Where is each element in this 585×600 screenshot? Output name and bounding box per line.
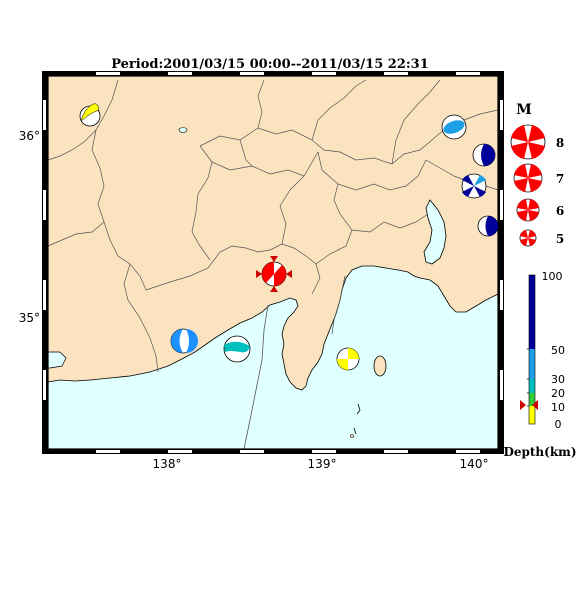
magnitude-label-6: 6: [556, 204, 564, 218]
mechanism-darkblue-east-3[interactable]: [477, 215, 499, 237]
mechanism-darkblue-east-2[interactable]: [461, 173, 487, 199]
island-small-2: [353, 427, 357, 435]
mechanism-main-red[interactable]: [256, 256, 292, 292]
magnitude-symbol-5: [519, 229, 537, 247]
depth-axis-label: Depth(km): [503, 445, 576, 459]
depth-tick-50: 50: [551, 344, 565, 357]
magnitude-symbol-7: [513, 163, 543, 193]
island-oshima: [373, 355, 387, 377]
magnitude-label-8: 8: [556, 136, 564, 150]
prefecture-boundaries: [47, 79, 499, 373]
lat-label-36: 36°: [19, 129, 40, 143]
map-title: Period:2001/03/15 00:00--2011/03/15 22:3…: [111, 57, 429, 72]
mechanism-blue-west[interactable]: [170, 328, 198, 354]
mechanism-darkblue-east-1[interactable]: [472, 143, 496, 167]
pointer-bottom-icon: [270, 286, 278, 292]
depth-tick-20: 20: [551, 387, 565, 400]
sea-area: [47, 265, 499, 450]
depth-tick-30: 30: [551, 373, 565, 386]
lon-label-138: 138°: [153, 457, 182, 471]
lat-label-35: 35°: [19, 311, 40, 325]
depth-current-marker: [520, 400, 538, 410]
magnitude-symbol-6: [516, 198, 540, 222]
mechanism-yellow-nw[interactable]: [79, 103, 101, 127]
depth-tick-0: 0: [555, 418, 562, 431]
island-small-1: [356, 403, 361, 415]
tokyo-bay: [423, 199, 447, 265]
island-small-3: [350, 434, 354, 438]
lake-1: [178, 127, 188, 133]
depth-color-scale: [527, 274, 536, 425]
lon-label-139: 139°: [308, 457, 337, 471]
pointer-top-icon: [270, 256, 278, 262]
lon-label-140: 140°: [460, 457, 489, 471]
mechanism-lightblue-ne[interactable]: [441, 114, 467, 140]
magnitude-symbol-8: [510, 124, 546, 160]
pointer-left-icon: [256, 270, 262, 278]
sagami-trough: [331, 275, 346, 335]
mechanism-yellow-izu[interactable]: [336, 347, 360, 371]
depth-tick-100: 100: [542, 270, 563, 283]
pointer-right-icon: [286, 270, 292, 278]
suruga-trough: [243, 304, 269, 450]
mechanism-teal-center[interactable]: [223, 335, 251, 363]
depth-tick-10: 10: [551, 401, 565, 414]
magnitude-legend-header: M: [516, 102, 532, 118]
map-border-ticks: [42, 71, 504, 454]
magnitude-label-7: 7: [556, 172, 564, 186]
magnitude-label-5: 5: [556, 232, 564, 246]
